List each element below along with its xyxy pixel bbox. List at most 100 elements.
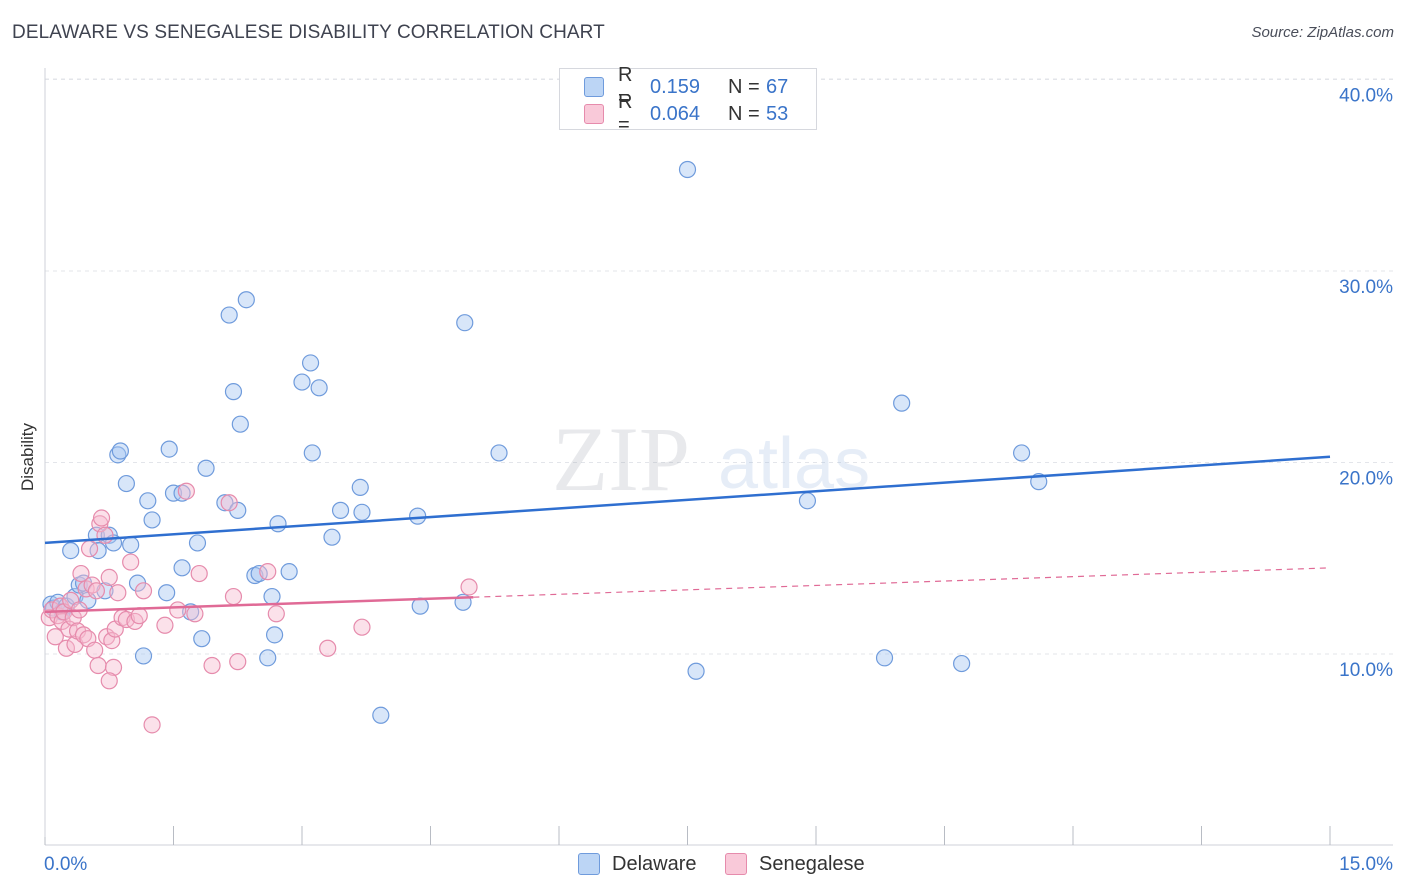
point-delaware	[224, 383, 243, 401]
point-senegalese	[186, 605, 204, 623]
point-delaware	[293, 373, 311, 391]
gridlines	[45, 78, 1393, 655]
trend-lines	[44, 455, 1331, 614]
x-tick-label: 15.0%	[1339, 854, 1393, 875]
y-tick-label: 30.0%	[1339, 277, 1393, 298]
series-legend-senegalese: Senegalese	[725, 851, 865, 877]
point-delaware	[62, 541, 80, 560]
trend-line-extension-senegalese	[473, 567, 1331, 598]
point-delaware	[220, 306, 238, 324]
point-delaware	[303, 444, 321, 462]
point-delaware	[875, 649, 894, 667]
point-delaware	[893, 394, 911, 412]
point-delaware	[139, 492, 157, 510]
point-delaware	[353, 503, 371, 521]
point-senegalese	[177, 482, 195, 500]
point-delaware	[269, 515, 287, 533]
point-senegalese	[92, 509, 111, 527]
point-senegalese	[460, 578, 478, 596]
series-legend-delaware: Delaware	[578, 851, 696, 877]
legend-swatch-delaware	[584, 77, 604, 97]
point-delaware	[216, 494, 234, 512]
legend-row-senegalese: R = 0.064 N = 53	[584, 91, 789, 136]
point-delaware	[323, 528, 341, 546]
y-axis-title: Disability	[18, 422, 37, 491]
point-senegalese	[267, 605, 285, 623]
legend-n-value: 53	[766, 102, 789, 125]
point-senegalese	[156, 616, 174, 634]
point-delaware	[197, 459, 215, 477]
point-senegalese	[96, 526, 114, 544]
point-delaware	[237, 291, 255, 309]
point-delaware	[372, 706, 390, 724]
point-delaware	[456, 314, 474, 332]
trend-line-delaware	[44, 455, 1331, 545]
legend-swatch-senegalese	[725, 853, 747, 875]
point-senegalese	[190, 564, 208, 583]
trend-line-senegalese	[44, 595, 474, 614]
point-delaware	[231, 415, 249, 433]
point-senegalese	[62, 591, 80, 609]
legend-r-value: 0.159	[650, 75, 701, 98]
point-delaware	[409, 507, 427, 525]
point-delaware	[122, 536, 140, 554]
data-points	[40, 160, 1048, 734]
point-delaware	[351, 478, 369, 496]
point-delaware	[158, 584, 176, 602]
point-delaware	[143, 511, 161, 529]
point-senegalese	[203, 656, 221, 675]
legend-n-value: 67	[766, 75, 789, 98]
point-senegalese	[259, 563, 277, 581]
legend-swatch-senegalese	[584, 104, 604, 124]
point-delaware	[678, 160, 697, 179]
point-senegalese	[122, 553, 140, 571]
point-senegalese	[220, 494, 238, 512]
point-delaware	[331, 501, 350, 519]
point-senegalese	[169, 601, 187, 619]
point-senegalese	[46, 628, 64, 646]
point-delaware	[411, 597, 429, 615]
y-tick-label: 10.0%	[1339, 660, 1393, 681]
point-senegalese	[224, 587, 243, 606]
point-delaware	[265, 626, 284, 644]
point-delaware	[160, 440, 178, 458]
legend-n-label: N =	[728, 75, 760, 98]
point-senegalese	[100, 568, 118, 587]
legend-row-delaware: R = 0.159 N = 67	[584, 64, 789, 109]
point-senegalese	[100, 672, 118, 690]
point-senegalese	[80, 540, 99, 558]
point-delaware	[134, 647, 153, 665]
point-delaware	[798, 492, 817, 510]
point-senegalese	[143, 716, 161, 734]
y-tick-label: 40.0%	[1339, 86, 1393, 107]
correlation-legend: R = 0.159 N = 67 R = 0.064 N = 53	[559, 64, 817, 136]
point-senegalese	[130, 607, 148, 625]
legend-swatch-delaware	[578, 853, 600, 875]
watermark: ZIP atlas	[552, 408, 870, 510]
point-senegalese	[72, 564, 90, 583]
point-delaware	[193, 630, 211, 648]
point-delaware	[953, 654, 971, 673]
point-delaware	[173, 559, 191, 577]
chart-title: DELAWARE VS SENEGALESE DISABILITY CORREL…	[12, 22, 605, 43]
source-credit: Source: ZipAtlas.com	[1251, 24, 1394, 41]
x-tick-label: 0.0%	[44, 854, 87, 875]
legend-label-delaware: Delaware	[612, 852, 697, 875]
point-delaware	[310, 379, 328, 397]
point-senegalese	[134, 582, 153, 600]
point-senegalese	[87, 582, 106, 600]
point-senegalese	[104, 658, 123, 677]
point-delaware	[1012, 444, 1031, 462]
legend-r-value: 0.064	[650, 102, 701, 125]
legend-label-senegalese: Senegalese	[759, 852, 865, 875]
watermark-atlas: atlas	[718, 424, 870, 504]
point-delaware	[263, 587, 281, 606]
point-delaware	[687, 662, 705, 680]
point-delaware	[188, 534, 207, 552]
point-senegalese	[353, 618, 371, 636]
legend-r-label: R =	[618, 91, 633, 136]
legend-r-label: R =	[618, 64, 633, 109]
axes: 10.0% 20.0% 30.0% 40.0% 0.0% 15.0%	[44, 68, 1393, 875]
point-delaware	[280, 563, 298, 581]
